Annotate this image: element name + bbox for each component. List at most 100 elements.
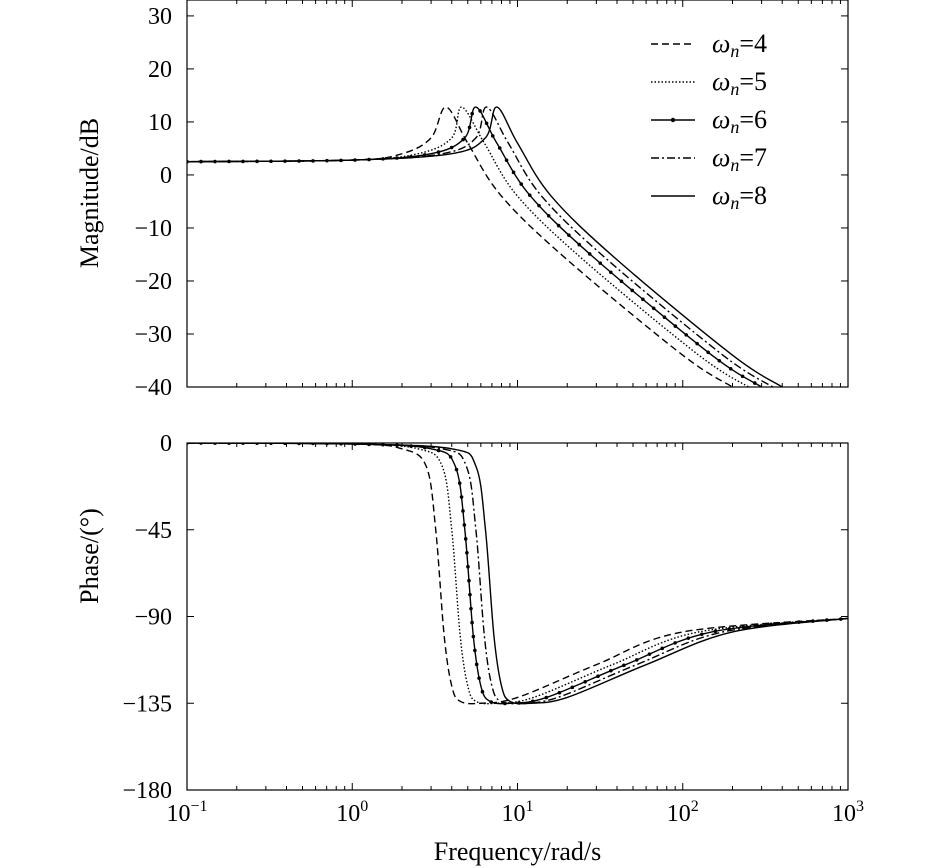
series-marker	[660, 646, 665, 651]
series-marker	[467, 125, 472, 130]
xtick-label-exponent: −1	[190, 798, 207, 815]
series-marker	[557, 690, 562, 695]
series-marker	[449, 145, 454, 150]
series-marker	[713, 629, 718, 634]
series-marker	[619, 279, 624, 284]
series-marker	[436, 150, 441, 154]
series-marker	[755, 623, 759, 628]
series-marker	[497, 146, 502, 150]
xtick-label-base: 10	[832, 801, 856, 827]
series-marker	[461, 137, 465, 142]
series-marker	[752, 381, 757, 385]
legend-symbol: ω	[712, 143, 730, 172]
series-line-ωn=7	[187, 443, 848, 705]
xtick-label-exponent: 3	[856, 798, 864, 815]
legend-subscript: n	[730, 79, 739, 99]
legend-symbol: ω	[712, 181, 730, 210]
xtick-label: 10−1	[166, 798, 207, 827]
phase-series-group	[187, 443, 848, 706]
magnitude-ylabel: Magnitude/dB	[75, 118, 104, 268]
series-marker	[546, 213, 551, 218]
ytick-label: −20	[134, 269, 172, 295]
series-marker	[537, 203, 541, 208]
legend-subscript: n	[730, 193, 739, 213]
series-marker	[511, 170, 516, 175]
series-marker	[468, 592, 472, 597]
series-marker	[647, 652, 652, 656]
series-marker	[448, 455, 453, 459]
series-marker	[630, 288, 634, 293]
series-marker	[699, 632, 704, 637]
legend-entry: ωn=4	[712, 29, 767, 61]
series-marker	[556, 223, 561, 228]
series-marker	[474, 662, 479, 667]
ytick-label: −45	[134, 518, 172, 544]
series-marker	[465, 550, 469, 555]
legend-value: =7	[739, 143, 767, 172]
series-marker	[463, 537, 468, 541]
magnitude-panel: 3020100−10−20−30−40Magnitude/dBωn=4ωn=5ω…	[75, 0, 849, 401]
series-marker	[457, 481, 462, 485]
series-marker	[673, 641, 677, 645]
ytick-label: −40	[134, 375, 172, 401]
series-marker	[684, 333, 689, 337]
series-marker	[641, 297, 645, 302]
series-marker	[519, 182, 524, 186]
xtick-label-exponent: 0	[360, 798, 368, 815]
legend-value: =6	[739, 105, 767, 134]
series-marker	[477, 676, 481, 680]
series-marker	[436, 448, 441, 453]
series-marker	[469, 606, 473, 611]
series-marker	[570, 685, 575, 690]
series-marker	[622, 663, 626, 668]
legend-symbol: ω	[712, 67, 730, 96]
series-marker	[598, 261, 603, 265]
series-marker	[461, 509, 465, 513]
series-marker	[466, 564, 470, 569]
xtick-label-base: 10	[502, 801, 526, 827]
xtick-label: 103	[832, 798, 864, 827]
series-marker	[459, 495, 464, 499]
series-marker	[728, 367, 733, 371]
ytick-label: −90	[134, 605, 172, 631]
series-marker	[484, 121, 489, 126]
xtick-label-base: 10	[166, 801, 190, 827]
xtick-label: 101	[502, 798, 534, 827]
series-marker	[740, 374, 745, 379]
series-marker	[686, 636, 691, 640]
series-marker	[527, 193, 532, 197]
legend-symbol: ω	[712, 29, 730, 58]
legend-entry: ωn=7	[712, 143, 767, 175]
series-marker	[609, 668, 613, 673]
series-marker	[587, 252, 592, 256]
series-line-ωn=6	[187, 443, 848, 705]
series-marker	[462, 523, 467, 527]
xtick-label: 102	[667, 798, 699, 827]
series-marker	[609, 270, 613, 275]
series-marker	[504, 158, 509, 163]
series-line-ωn=6	[187, 106, 762, 387]
series-marker	[706, 350, 710, 355]
series-marker	[478, 109, 482, 113]
series-marker	[673, 324, 678, 328]
legend-symbol: ω	[712, 105, 730, 134]
series-marker	[651, 306, 656, 311]
series-marker	[489, 700, 493, 704]
legend-value: =8	[739, 181, 767, 210]
ytick-label: −10	[134, 216, 172, 242]
xlabel: Frequency/rad/s	[434, 837, 602, 866]
series-line-ωn=5	[187, 106, 749, 387]
series-marker	[577, 242, 582, 247]
series-marker	[583, 679, 587, 684]
series-marker	[490, 134, 495, 138]
series-marker	[717, 358, 722, 363]
series-marker	[470, 620, 474, 625]
series-marker	[480, 689, 485, 694]
phase-frame	[186, 442, 849, 791]
series-marker	[695, 341, 699, 346]
xtick-label: 100	[336, 798, 368, 827]
legend-subscript: n	[730, 155, 739, 175]
series-marker	[567, 233, 571, 237]
series-marker	[662, 315, 667, 320]
